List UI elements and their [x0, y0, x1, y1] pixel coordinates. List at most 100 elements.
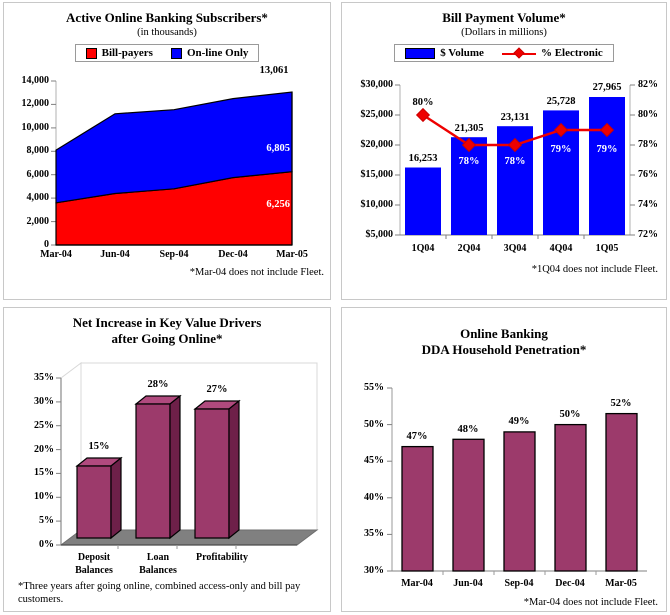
ytick-billpay-5000: $5,000 — [365, 229, 394, 240]
datalabel-drivers-loan: 28% — [147, 379, 169, 390]
y2tick-billpay-72: 72% — [638, 229, 658, 240]
ytick-subscribers-2000: 2,000 — [26, 216, 50, 227]
legend-swatch-icon-blue — [170, 47, 182, 59]
legend-subscribers: Bill-payers On-line Only — [4, 44, 330, 64]
chart-title-drivers-line1: Net Increase in Key Value Drivers — [72, 315, 262, 330]
datalabel-drivers-deposit: 15% — [88, 441, 110, 452]
ytick-penetration-50: 50% — [364, 419, 384, 430]
xtick-subscribers-sep-04: Sep-04 — [159, 249, 189, 260]
legend-item-pct-electronic: % Electronic — [501, 47, 603, 59]
xtick-billpay-1q05: 1Q05 — [595, 243, 619, 254]
legend-label-online-only: On-line Only — [186, 47, 249, 59]
footnote-penetration: *Mar-04 does not include Fleet. — [523, 597, 658, 608]
datalabel-billpay-3q04: 23,131 — [500, 112, 530, 123]
xtick-drivers-profitability: Profitability — [182, 551, 262, 564]
bar-3d-profitability — [193, 399, 241, 540]
xtick-penetration-mar-05: Mar-05 — [605, 578, 637, 589]
xtick-penetration-dec-04: Dec-04 — [555, 578, 585, 589]
datalabel-bill-payers-6256: 6,256 — [266, 199, 290, 210]
datalabel-billpay-2q04: 21,305 — [454, 123, 484, 134]
xtick-drivers-deposit-line1: Deposit — [77, 552, 111, 563]
ytick-billpay-15000: $15,000 — [360, 169, 394, 180]
datalabel-pct-2q04: 78% — [458, 156, 480, 167]
xtick-subscribers-mar-04: Mar-04 — [40, 249, 72, 260]
ytick-billpay-20000: $20,000 — [360, 139, 394, 150]
xtick-drivers-deposit-balances: Deposit Balances — [59, 551, 129, 577]
ytick-drivers-30: 30% — [34, 396, 54, 407]
ytick-subscribers-8000: 8,000 — [26, 145, 50, 156]
ytick-penetration-40: 40% — [364, 492, 384, 503]
chart-title-penetration-line1: Online Banking — [460, 326, 548, 341]
y2tick-billpay-82: 82% — [638, 79, 658, 90]
ytick-drivers-5: 5% — [39, 515, 54, 526]
legend-billpay: $ Volume % Electronic — [342, 44, 666, 64]
legend-item-bill-payers: Bill-payers — [85, 47, 153, 59]
ytick-drivers-20: 20% — [34, 444, 54, 455]
footnote-billpay: *1Q04 does not include Fleet. — [531, 264, 658, 275]
ytick-penetration-35: 35% — [364, 528, 384, 539]
legend-swatch-icon-blue — [405, 47, 436, 59]
y2tick-billpay-78: 78% — [638, 139, 658, 150]
ytick-drivers-10: 10% — [34, 491, 54, 502]
ytick-subscribers-0: 0 — [44, 239, 49, 250]
datalabel-total-13061: 13,061 — [259, 65, 289, 76]
bar-3d-deposit-balances — [75, 456, 123, 540]
panel-active-online-banking-subscribers: Active Online Banking Subscribers* (in t… — [3, 2, 331, 300]
xtick-drivers-loan-balances: Loan Balances — [123, 551, 193, 577]
datalabel-billpay-1q04: 16,253 — [408, 153, 438, 164]
xtick-drivers-profitability-line1: Profitability — [195, 552, 249, 563]
plot-area-drivers — [56, 362, 319, 549]
datalabel-penetration-jun-04: 48% — [457, 424, 479, 435]
xtick-billpay-1q04: 1Q04 — [411, 243, 435, 254]
y2tick-billpay-74: 74% — [638, 199, 658, 210]
ytick-drivers-0: 0% — [39, 539, 54, 550]
panel-bill-payment-volume: Bill Payment Volume* (Dollars in million… — [341, 2, 667, 300]
ytick-drivers-35: 35% — [34, 372, 54, 383]
legend-label-bill-payers: Bill-payers — [101, 47, 153, 59]
footnote-subscribers: *Mar-04 does not include Fleet. — [189, 267, 324, 278]
legend-swatch-icon-red — [85, 47, 97, 59]
ytick-billpay-10000: $10,000 — [360, 199, 394, 210]
plot-area-subscribers — [51, 80, 293, 246]
y2tick-billpay-76: 76% — [638, 169, 658, 180]
xtick-subscribers-mar-05: Mar-05 — [276, 249, 308, 260]
xtick-penetration-mar-04: Mar-04 — [401, 578, 433, 589]
ytick-subscribers-12000: 12,000 — [21, 98, 50, 109]
panel-dda-household-penetration: Online Banking DDA Household Penetration… — [341, 307, 667, 612]
ytick-subscribers-6000: 6,000 — [26, 169, 50, 180]
ytick-subscribers-4000: 4,000 — [26, 192, 50, 203]
xtick-subscribers-jun-04: Jun-04 — [100, 249, 130, 260]
ytick-subscribers-10000: 10,000 — [21, 122, 50, 133]
chart-subtitle-billpay: (Dollars in millions) — [461, 27, 547, 38]
y2tick-billpay-80: 80% — [638, 109, 658, 120]
legend-label-dollar-volume: $ Volume — [440, 47, 484, 59]
xtick-billpay-2q04: 2Q04 — [457, 243, 481, 254]
datalabel-billpay-4q04: 25,728 — [546, 96, 576, 107]
xtick-penetration-sep-04: Sep-04 — [504, 578, 534, 589]
datalabel-pct-4q04: 79% — [550, 144, 572, 155]
ytick-billpay-25000: $25,000 — [360, 109, 394, 120]
chart-title-drivers-line2: after Going Online* — [111, 331, 223, 346]
legend-item-dollar-volume: $ Volume — [405, 47, 484, 59]
ytick-subscribers-14000: 14,000 — [21, 75, 50, 86]
footnote-drivers: *Three years after going online, combine… — [18, 581, 301, 605]
xtick-drivers-loan-line1: Loan — [146, 552, 170, 563]
ytick-billpay-30000: $30,000 — [360, 79, 394, 90]
ytick-penetration-55: 55% — [364, 382, 384, 393]
datalabel-pct-1q05: 79% — [596, 144, 618, 155]
datalabel-pct-3q04: 78% — [504, 156, 526, 167]
xtick-penetration-jun-04: Jun-04 — [453, 578, 483, 589]
datalabel-drivers-profitability: 27% — [206, 384, 228, 395]
datalabel-billpay-1q05: 27,965 — [592, 82, 622, 93]
datalabel-penetration-mar-04: 47% — [406, 431, 428, 442]
ytick-penetration-30: 30% — [364, 565, 384, 576]
datalabel-penetration-sep-04: 49% — [508, 416, 530, 427]
chart-title-billpay: Bill Payment Volume* — [442, 10, 566, 25]
datalabel-online-only-6805: 6,805 — [266, 143, 290, 154]
legend-label-pct-electronic: % Electronic — [540, 47, 603, 59]
plot-area-penetration — [387, 387, 647, 575]
legend-line-diamond-icon — [501, 47, 536, 59]
panel-net-increase-key-value-drivers: Net Increase in Key Value Drivers after … — [3, 307, 331, 612]
ytick-drivers-15: 15% — [34, 467, 54, 478]
xtick-drivers-loan-line2: Balances — [139, 565, 177, 576]
